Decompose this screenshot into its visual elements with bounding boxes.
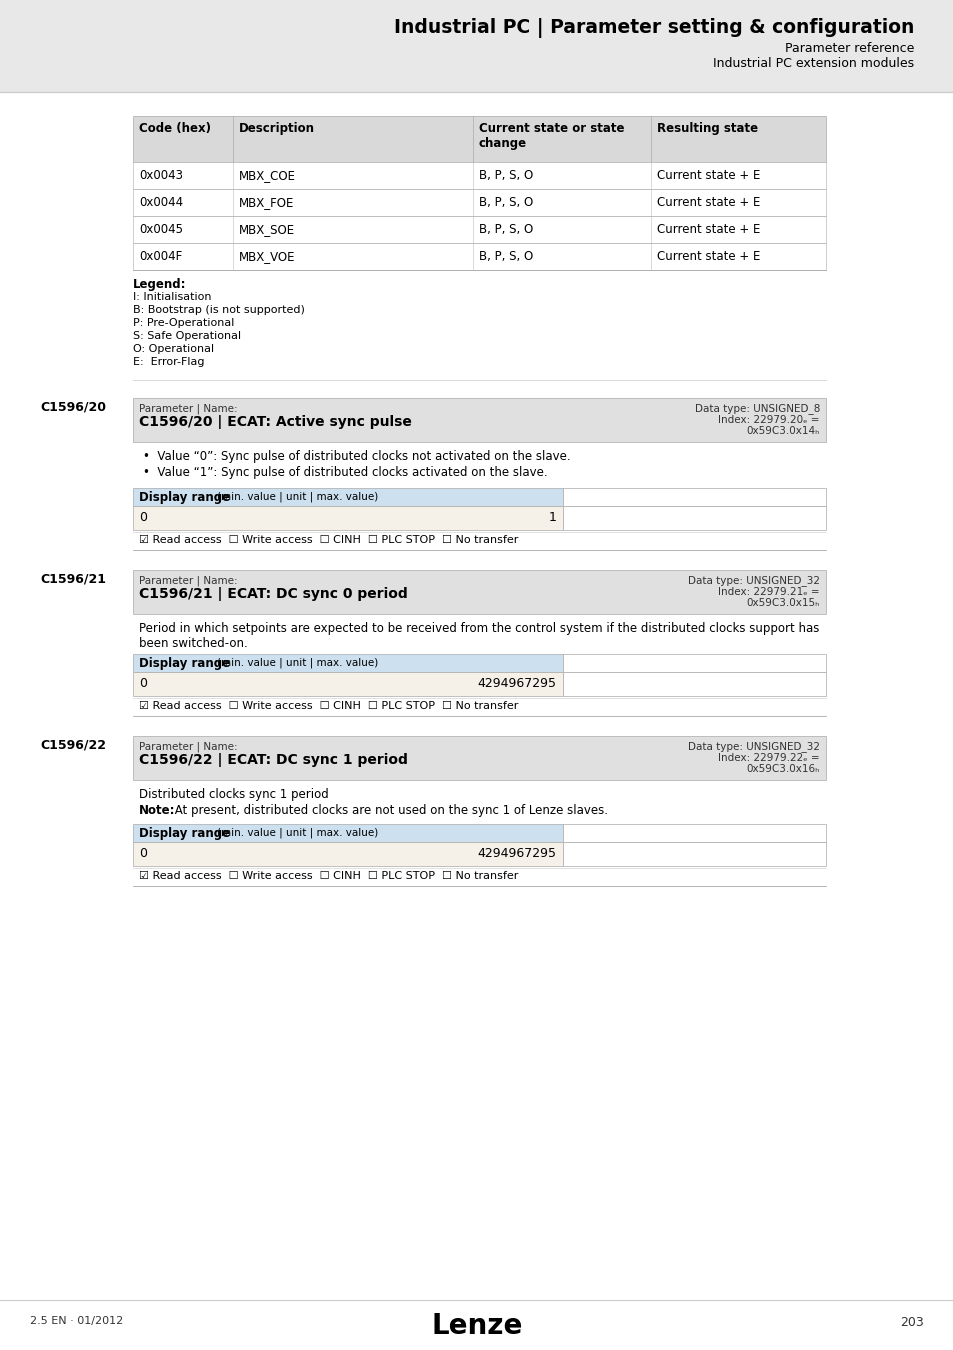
Bar [132,736,825,780]
Text: Industrial PC | Parameter setting & configuration: Industrial PC | Parameter setting & conf… [394,18,913,38]
Text: Current state + E: Current state + E [657,250,760,263]
Text: At present, distributed clocks are not used on the sync 1 of Lenze slaves.: At present, distributed clocks are not u… [171,805,607,817]
Bar [562,672,825,697]
Bar [132,672,562,697]
Text: Lenze: Lenze [431,1312,522,1341]
Text: 203: 203 [900,1316,923,1328]
Text: C1596/21 | ECAT: DC sync 0 period: C1596/21 | ECAT: DC sync 0 period [139,587,407,601]
Bar [0,92,953,1300]
Text: 4294967295: 4294967295 [477,846,557,860]
Text: Legend:: Legend: [132,278,186,292]
Text: Code (hex): Code (hex) [139,122,211,135]
Text: I: Initialisation: I: Initialisation [132,292,212,302]
Text: 0: 0 [139,846,147,860]
Text: 0x0043: 0x0043 [139,169,183,182]
Text: Display range: Display range [139,828,230,840]
Text: (min. value | unit | max. value): (min. value | unit | max. value) [216,828,377,838]
Text: Index: 22979.20ₑ =: Index: 22979.20ₑ = [718,414,820,425]
Text: C1596/20 | ECAT: Active sync pulse: C1596/20 | ECAT: Active sync pulse [139,414,412,429]
Text: 4294967295: 4294967295 [477,676,557,690]
Text: Description: Description [239,122,314,135]
Bar [0,0,953,92]
Bar [562,487,825,506]
Text: B, P, S, O: B, P, S, O [478,196,533,209]
Text: Parameter | Name:: Parameter | Name: [139,741,237,752]
Text: 0: 0 [139,676,147,690]
Text: Index: 22979.22ₑ =: Index: 22979.22ₑ = [718,753,820,763]
Text: •  Value “0”: Sync pulse of distributed clocks not activated on the slave.: • Value “0”: Sync pulse of distributed c… [143,450,570,463]
Text: Index: 22979.21ₑ =: Index: 22979.21ₑ = [718,587,820,597]
Text: 0x59C3.0x14ₕ: 0x59C3.0x14ₕ [746,427,820,436]
Text: 1: 1 [548,512,557,524]
Text: MBX_SOE: MBX_SOE [239,223,294,236]
Bar [562,824,825,842]
Text: 0x0045: 0x0045 [139,223,183,236]
Text: (min. value | unit | max. value): (min. value | unit | max. value) [216,491,377,502]
Text: 0: 0 [139,512,147,524]
Text: Data type: UNSIGNED_32: Data type: UNSIGNED_32 [687,741,820,752]
Text: Data type: UNSIGNED_32: Data type: UNSIGNED_32 [687,575,820,586]
Bar [132,506,562,531]
Text: Display range: Display range [139,491,230,504]
Bar [132,824,562,842]
Bar [0,1300,953,1350]
Text: B: Bootstrap (is not supported): B: Bootstrap (is not supported) [132,305,305,315]
Text: MBX_VOE: MBX_VOE [239,250,295,263]
Text: C1596/22 | ECAT: DC sync 1 period: C1596/22 | ECAT: DC sync 1 period [139,753,408,767]
Text: Parameter reference: Parameter reference [783,42,913,55]
Text: Parameter | Name:: Parameter | Name: [139,404,237,413]
Text: (min. value | unit | max. value): (min. value | unit | max. value) [216,657,377,668]
Bar [132,842,562,865]
Text: Distributed clocks sync 1 period: Distributed clocks sync 1 period [139,788,329,801]
Text: 0x0044: 0x0044 [139,196,183,209]
Text: Period in which setpoints are expected to be received from the control system if: Period in which setpoints are expected t… [139,622,819,649]
Text: 2.5 EN · 01/2012: 2.5 EN · 01/2012 [30,1316,123,1326]
Text: Industrial PC extension modules: Industrial PC extension modules [712,57,913,70]
Text: P: Pre-Operational: P: Pre-Operational [132,319,234,328]
Bar [132,487,562,506]
Text: C1596/22: C1596/22 [40,738,106,751]
Text: Resulting state: Resulting state [657,122,758,135]
Text: 0x59C3.0x16ₕ: 0x59C3.0x16ₕ [746,764,820,774]
Text: S: Safe Operational: S: Safe Operational [132,331,241,342]
Bar [132,216,825,243]
Text: Current state + E: Current state + E [657,196,760,209]
Text: Current state or state
change: Current state or state change [478,122,624,150]
Text: E:  Error-Flag: E: Error-Flag [132,356,204,367]
Text: C1596/21: C1596/21 [40,572,106,585]
Text: MBX_COE: MBX_COE [239,169,295,182]
Text: B, P, S, O: B, P, S, O [478,250,533,263]
Bar [562,842,825,865]
Text: 0x59C3.0x15ₕ: 0x59C3.0x15ₕ [746,598,820,608]
Text: B, P, S, O: B, P, S, O [478,169,533,182]
Text: O: Operational: O: Operational [132,344,213,354]
Text: ☑ Read access  ☐ Write access  ☐ CINH  ☐ PLC STOP  ☐ No transfer: ☑ Read access ☐ Write access ☐ CINH ☐ PL… [139,535,517,545]
Text: Current state + E: Current state + E [657,223,760,236]
Bar [562,653,825,672]
Bar [132,162,825,189]
Bar [132,570,825,614]
Bar [132,189,825,216]
Text: Data type: UNSIGNED_8: Data type: UNSIGNED_8 [694,404,820,414]
Text: ☑ Read access  ☐ Write access  ☐ CINH  ☐ PLC STOP  ☐ No transfer: ☑ Read access ☐ Write access ☐ CINH ☐ PL… [139,871,517,882]
Text: Parameter | Name:: Parameter | Name: [139,575,237,586]
Bar [132,398,825,441]
Text: Note:: Note: [139,805,175,817]
Text: Display range: Display range [139,657,230,670]
Text: ☑ Read access  ☐ Write access  ☐ CINH  ☐ PLC STOP  ☐ No transfer: ☑ Read access ☐ Write access ☐ CINH ☐ PL… [139,701,517,711]
Text: MBX_FOE: MBX_FOE [239,196,294,209]
Bar [132,653,562,672]
Bar [132,116,825,162]
Text: C1596/20: C1596/20 [40,400,106,413]
Text: Current state + E: Current state + E [657,169,760,182]
Text: 0x004F: 0x004F [139,250,182,263]
Bar [132,243,825,270]
Bar [562,506,825,531]
Text: •  Value “1”: Sync pulse of distributed clocks activated on the slave.: • Value “1”: Sync pulse of distributed c… [143,466,547,479]
Text: B, P, S, O: B, P, S, O [478,223,533,236]
